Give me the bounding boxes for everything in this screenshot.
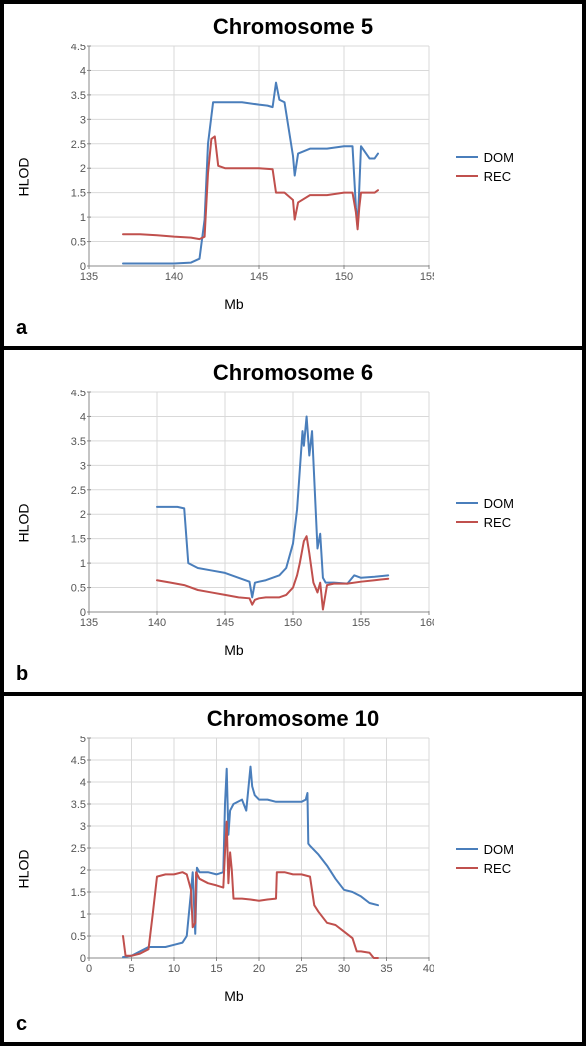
- legend-swatch: [456, 848, 478, 850]
- legend-swatch: [456, 502, 478, 504]
- svg-text:4.5: 4.5: [71, 390, 86, 399]
- legend-swatch: [456, 867, 478, 869]
- legend: DOM REC: [456, 838, 514, 880]
- svg-text:2: 2: [80, 163, 86, 175]
- svg-text:1: 1: [80, 909, 86, 921]
- x-axis-label: Mb: [64, 988, 404, 1004]
- legend-label: DOM: [484, 150, 514, 165]
- legend-label: REC: [484, 169, 511, 184]
- svg-text:155: 155: [352, 617, 370, 629]
- legend-swatch: [456, 156, 478, 158]
- legend: DOM REC: [456, 146, 514, 188]
- legend-item: REC: [456, 861, 514, 876]
- legend-swatch: [456, 521, 478, 523]
- svg-text:4: 4: [80, 777, 86, 789]
- y-axis-label: HLOD: [15, 504, 31, 543]
- panel-corner-label: c: [16, 1013, 27, 1036]
- x-axis-label: Mb: [64, 642, 404, 658]
- svg-text:145: 145: [216, 617, 234, 629]
- svg-text:1.5: 1.5: [71, 887, 86, 899]
- svg-text:4: 4: [80, 65, 86, 77]
- svg-text:3: 3: [80, 821, 86, 833]
- svg-text:2.5: 2.5: [71, 485, 86, 497]
- svg-text:3.5: 3.5: [71, 90, 86, 102]
- svg-text:10: 10: [168, 963, 180, 975]
- y-axis-label: HLOD: [15, 158, 31, 197]
- panel-title: Chromosome 5: [14, 14, 572, 40]
- panel-c: Chromosome 10HLOD00.511.522.533.544.5505…: [4, 696, 582, 1042]
- svg-text:135: 135: [80, 617, 98, 629]
- figure-container: Chromosome 5HLOD00.511.522.533.544.51351…: [0, 0, 586, 1046]
- svg-text:1.5: 1.5: [71, 188, 86, 200]
- panel-corner-label: a: [16, 317, 27, 340]
- svg-text:2.5: 2.5: [71, 139, 86, 151]
- panel-title: Chromosome 10: [14, 706, 572, 732]
- svg-text:2.5: 2.5: [71, 843, 86, 855]
- legend-label: REC: [484, 861, 511, 876]
- panel-corner-label: b: [16, 663, 28, 686]
- svg-text:155: 155: [420, 271, 434, 283]
- panel-a: Chromosome 5HLOD00.511.522.533.544.51351…: [4, 4, 582, 350]
- svg-text:0.5: 0.5: [71, 931, 86, 943]
- svg-text:140: 140: [148, 617, 166, 629]
- svg-text:1.5: 1.5: [71, 534, 86, 546]
- svg-text:0.5: 0.5: [71, 237, 86, 249]
- legend-item: DOM: [456, 842, 514, 857]
- legend-swatch: [456, 175, 478, 177]
- panel-b: Chromosome 6HLOD00.511.522.533.544.51351…: [4, 350, 582, 696]
- svg-text:4: 4: [80, 411, 86, 423]
- svg-text:160: 160: [420, 617, 434, 629]
- svg-text:5: 5: [80, 736, 86, 745]
- svg-text:15: 15: [210, 963, 222, 975]
- legend-item: REC: [456, 515, 514, 530]
- legend-item: DOM: [456, 496, 514, 511]
- legend-label: DOM: [484, 842, 514, 857]
- svg-text:5: 5: [128, 963, 134, 975]
- svg-text:3: 3: [80, 460, 86, 472]
- legend: DOM REC: [456, 492, 514, 534]
- legend-label: REC: [484, 515, 511, 530]
- legend-item: DOM: [456, 150, 514, 165]
- svg-text:4.5: 4.5: [71, 755, 86, 767]
- svg-text:2: 2: [80, 865, 86, 877]
- svg-text:3.5: 3.5: [71, 799, 86, 811]
- svg-text:140: 140: [165, 271, 183, 283]
- svg-text:0: 0: [86, 963, 92, 975]
- panel-title: Chromosome 6: [14, 360, 572, 386]
- svg-text:4.5: 4.5: [71, 44, 86, 53]
- x-axis-label: Mb: [64, 296, 404, 312]
- svg-text:1: 1: [80, 558, 86, 570]
- svg-text:35: 35: [380, 963, 392, 975]
- svg-text:3.5: 3.5: [71, 436, 86, 448]
- legend-label: DOM: [484, 496, 514, 511]
- svg-text:2: 2: [80, 509, 86, 521]
- svg-text:150: 150: [335, 271, 353, 283]
- y-axis-label: HLOD: [15, 850, 31, 889]
- svg-text:3: 3: [80, 114, 86, 126]
- svg-text:150: 150: [284, 617, 302, 629]
- svg-text:135: 135: [80, 271, 98, 283]
- svg-text:25: 25: [295, 963, 307, 975]
- svg-text:145: 145: [250, 271, 268, 283]
- svg-text:0.5: 0.5: [71, 583, 86, 595]
- svg-text:20: 20: [253, 963, 265, 975]
- svg-text:30: 30: [338, 963, 350, 975]
- legend-item: REC: [456, 169, 514, 184]
- svg-text:40: 40: [423, 963, 434, 975]
- svg-text:1: 1: [80, 212, 86, 224]
